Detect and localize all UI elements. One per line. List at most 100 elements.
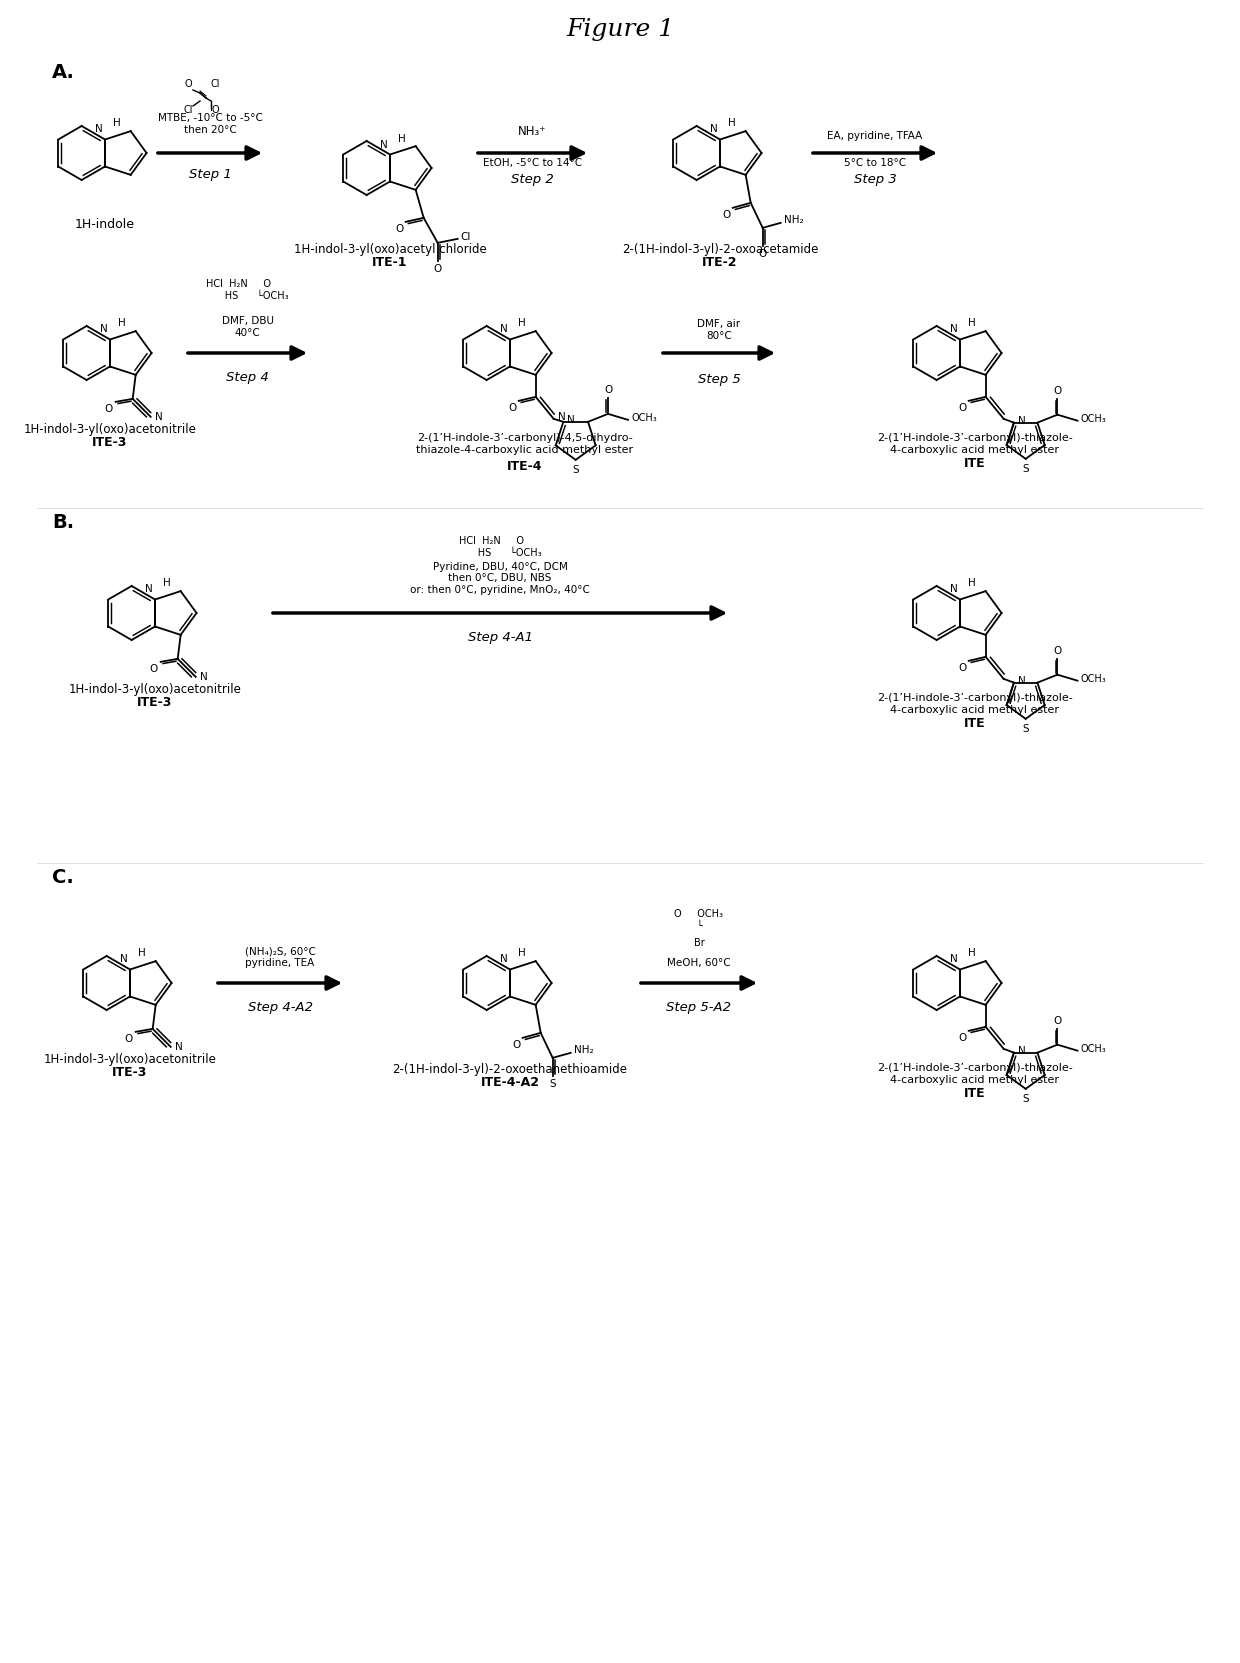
- Text: N: N: [1018, 675, 1025, 685]
- Text: ITE-4: ITE-4: [507, 461, 543, 472]
- Text: N: N: [155, 412, 162, 422]
- Text: N: N: [711, 125, 718, 135]
- Text: O: O: [211, 105, 218, 115]
- Text: O: O: [1053, 645, 1061, 655]
- Text: ITE-2: ITE-2: [702, 256, 738, 269]
- Text: H: H: [728, 118, 735, 128]
- Text: NH₃⁺: NH₃⁺: [518, 125, 547, 138]
- Text: O: O: [604, 384, 613, 394]
- Text: H: H: [398, 133, 405, 143]
- Text: N: N: [950, 955, 959, 965]
- Text: O: O: [185, 80, 192, 90]
- Text: Step 4-A1: Step 4-A1: [467, 630, 532, 644]
- Text: S: S: [573, 466, 579, 476]
- Text: A.: A.: [52, 63, 74, 81]
- Text: 2-(1H-indol-3-yl)-2-oxoacetamide: 2-(1H-indol-3-yl)-2-oxoacetamide: [621, 243, 818, 256]
- Text: 5°C to 18°C: 5°C to 18°C: [844, 158, 906, 168]
- Text: B.: B.: [52, 512, 74, 532]
- Text: EtOH, -5°C to 14°C: EtOH, -5°C to 14°C: [482, 158, 582, 168]
- Text: 1H-indol-3-yl(oxo)acetonitrile: 1H-indol-3-yl(oxo)acetonitrile: [43, 1053, 217, 1066]
- Text: ITE-3: ITE-3: [138, 697, 172, 708]
- Text: 2-(1’H-indole-3’-carbonyl)-thiazole-
4-carboxylic acid methyl ester: 2-(1’H-indole-3’-carbonyl)-thiazole- 4-c…: [877, 1063, 1073, 1084]
- Text: N: N: [500, 324, 508, 334]
- Text: N: N: [558, 412, 565, 422]
- Text: Step 2: Step 2: [511, 173, 554, 186]
- Text: ITE: ITE: [965, 1088, 986, 1099]
- Text: H: H: [968, 948, 976, 958]
- Text: O: O: [1053, 1016, 1061, 1026]
- Text: O: O: [959, 664, 967, 674]
- Text: N: N: [95, 125, 103, 135]
- Text: C.: C.: [52, 868, 73, 886]
- Text: HCl  H₂N     O
      HS      └OCH₃: HCl H₂N O HS └OCH₃: [459, 537, 542, 559]
- Text: OCH₃: OCH₃: [1080, 1044, 1106, 1054]
- Text: 2-(1’H-indole-3’-carbonyl)-thiazole-
4-carboxylic acid methyl ester: 2-(1’H-indole-3’-carbonyl)-thiazole- 4-c…: [877, 432, 1073, 454]
- Text: H: H: [518, 948, 526, 958]
- Text: O: O: [723, 210, 730, 220]
- Text: 1H-indol-3-yl(oxo)acetonitrile: 1H-indol-3-yl(oxo)acetonitrile: [68, 683, 242, 697]
- Text: S: S: [1022, 723, 1029, 733]
- Text: ITE-3: ITE-3: [92, 436, 128, 449]
- Text: OCH₃: OCH₃: [631, 412, 657, 422]
- Text: N: N: [500, 955, 508, 965]
- Text: (NH₄)₂S, 60°C
pyridine, TEA: (NH₄)₂S, 60°C pyridine, TEA: [244, 946, 315, 968]
- Text: O: O: [508, 402, 517, 412]
- Text: Step 5: Step 5: [698, 373, 740, 386]
- Text: H: H: [968, 319, 976, 329]
- Text: N: N: [568, 414, 575, 424]
- Text: O: O: [1053, 386, 1061, 396]
- Text: N: N: [1018, 416, 1025, 426]
- Text: H: H: [162, 579, 171, 589]
- Text: ITE-1: ITE-1: [372, 256, 408, 269]
- Text: O: O: [104, 404, 113, 414]
- Text: Step 4-A2: Step 4-A2: [248, 1001, 312, 1014]
- Text: MTBE, -10°C to -5°C
then 20°C: MTBE, -10°C to -5°C then 20°C: [157, 113, 263, 135]
- Text: O: O: [150, 664, 157, 674]
- Text: DMF, DBU
40°C: DMF, DBU 40°C: [222, 316, 274, 338]
- Text: H: H: [118, 319, 125, 329]
- Text: 2-(1H-indol-3-yl)-2-oxoethanethioamide: 2-(1H-indol-3-yl)-2-oxoethanethioamide: [393, 1063, 627, 1076]
- Text: H: H: [138, 948, 146, 958]
- Text: Br: Br: [693, 938, 704, 948]
- Text: NH₂: NH₂: [574, 1044, 593, 1054]
- Text: N: N: [120, 955, 128, 965]
- Text: Step 4: Step 4: [226, 371, 269, 384]
- Text: Figure 1: Figure 1: [565, 18, 675, 42]
- Text: S: S: [1022, 1094, 1029, 1104]
- Text: Pyridine, DBU, 40°C, DCM
then 0°C, DBU, NBS
or: then 0°C, pyridine, MnO₂, 40°C: Pyridine, DBU, 40°C, DCM then 0°C, DBU, …: [410, 562, 590, 595]
- Text: MeOH, 60°C: MeOH, 60°C: [667, 958, 730, 968]
- Text: N: N: [1018, 1046, 1025, 1056]
- Text: N: N: [175, 1041, 182, 1051]
- Text: 2-(1’H-indole-3’-carbonyl)-thiazole-
4-carboxylic acid methyl ester: 2-(1’H-indole-3’-carbonyl)-thiazole- 4-c…: [877, 693, 1073, 715]
- Text: O: O: [396, 225, 404, 234]
- Text: O: O: [434, 264, 441, 274]
- Text: S: S: [1022, 464, 1029, 474]
- Text: 1H-indole: 1H-indole: [74, 218, 135, 231]
- Text: N: N: [950, 324, 959, 334]
- Text: O: O: [959, 1033, 967, 1043]
- Text: OCH₃: OCH₃: [1080, 414, 1106, 424]
- Text: Cl: Cl: [461, 231, 471, 241]
- Text: ITE-4-A2: ITE-4-A2: [481, 1076, 539, 1089]
- Text: O: O: [512, 1039, 521, 1049]
- Text: N: N: [145, 584, 153, 594]
- Text: N: N: [950, 584, 959, 594]
- Text: N: N: [100, 324, 108, 334]
- Text: O: O: [124, 1034, 133, 1044]
- Text: H: H: [113, 118, 120, 128]
- Text: 2-(1’H-indole-3’-carbonyl)-4,5-dihydro-
thiazole-4-carboxylic acid methyl ester: 2-(1’H-indole-3’-carbonyl)-4,5-dihydro- …: [417, 432, 634, 454]
- Text: 1H-indol-3-yl(oxo)acetyl chloride: 1H-indol-3-yl(oxo)acetyl chloride: [294, 243, 486, 256]
- Text: NH₂: NH₂: [784, 215, 804, 225]
- Text: Cl: Cl: [184, 105, 192, 115]
- Text: ITE: ITE: [965, 717, 986, 730]
- Text: H: H: [518, 319, 526, 329]
- Text: ITE-3: ITE-3: [113, 1066, 148, 1079]
- Text: Step 5-A2: Step 5-A2: [667, 1001, 732, 1014]
- Text: Step 1: Step 1: [188, 168, 232, 181]
- Text: EA, pyridine, TFAA: EA, pyridine, TFAA: [827, 131, 923, 141]
- Text: S: S: [549, 1079, 556, 1089]
- Text: Cl: Cl: [211, 80, 219, 90]
- Text: N: N: [381, 140, 388, 150]
- Text: OCH₃: OCH₃: [1080, 674, 1106, 683]
- Text: H: H: [968, 579, 976, 589]
